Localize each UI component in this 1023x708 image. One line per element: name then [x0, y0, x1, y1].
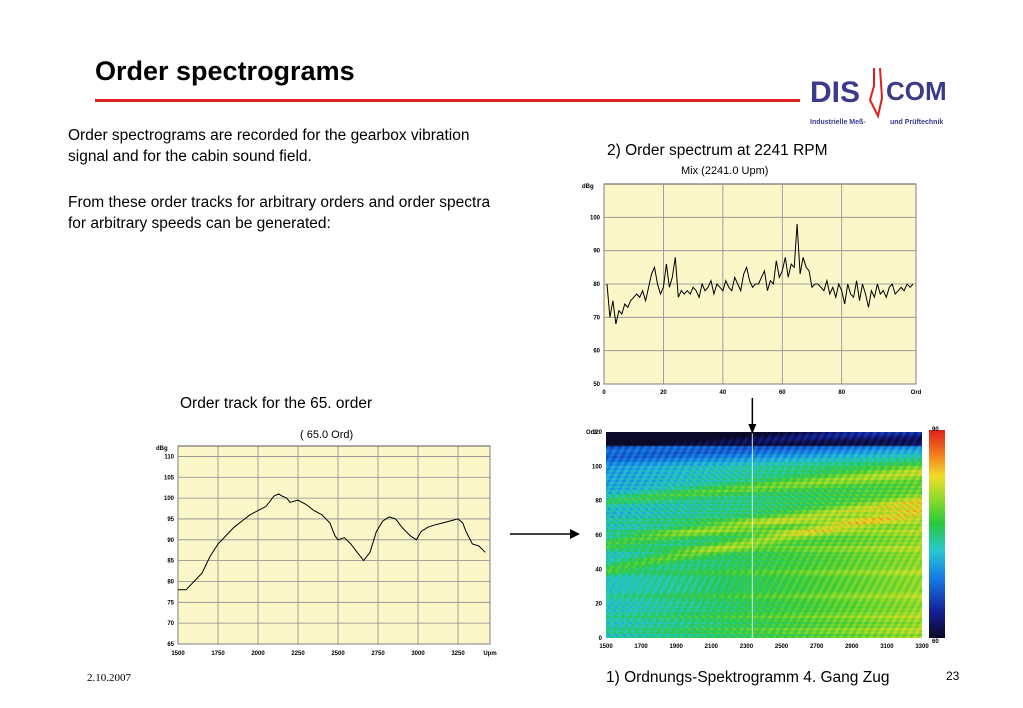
spectrogram-caption: 1) Ordnungs-Spektrogramm 4. Gang Zug [606, 669, 890, 686]
logo-right-text: COM [886, 76, 947, 106]
x-tick-label: 1500 [171, 651, 185, 657]
y-tick-label: 70 [593, 315, 600, 321]
y-tick-label: 100 [590, 215, 601, 221]
y-tick-label: 90 [167, 538, 174, 544]
order-spectrogram: Ord 0 20 40 60 80 100 120 1500 1700 1900 2100 2300… [586, 398, 945, 650]
logo-left-text: DIS [810, 76, 860, 109]
order-spectrum-caption: 2) Order spectrum at 2241 RPM [607, 142, 828, 159]
x-tick-label: 2300 [740, 644, 754, 650]
y-tick-label: 100 [592, 464, 603, 470]
x-tick-label: Ord [911, 390, 922, 396]
y-tick-label: 75 [167, 600, 174, 606]
x-tick-label: 3300 [915, 644, 929, 650]
x-tick-label: 2000 [251, 651, 265, 657]
plot-area [177, 445, 491, 645]
y-tick-label: 85 [167, 559, 174, 565]
x-tick-label: 1500 [599, 644, 613, 650]
y-axis-unit-label: Ord [586, 430, 597, 436]
grid-lines [603, 184, 917, 385]
title-underline [95, 99, 800, 102]
x-tick-label: 2500 [775, 644, 789, 650]
y-tick-label: 65 [167, 642, 174, 648]
x-tick-labels: 1500 1750 2000 2250 2500 2750 3000 3250 Upm [171, 651, 496, 657]
y-tick-label: 60 [595, 533, 602, 539]
spectrum-line [606, 223, 914, 325]
y-tick-label: 80 [595, 499, 602, 505]
y-tick-label: 80 [593, 282, 600, 288]
x-tick-label: 1900 [670, 644, 684, 650]
discom-logo: DIS COM Industrielle Meß- und Prüftechni… [810, 67, 947, 126]
x-tick-label: 40 [720, 390, 727, 396]
page-title: Order spectrograms [95, 56, 355, 86]
x-tick-label: 80 [838, 390, 845, 396]
spectrogram-heatmap [606, 432, 922, 638]
colorbar-min-label: 60 [932, 639, 939, 645]
y-tick-label: 50 [593, 382, 600, 388]
x-tick-label: 3250 [451, 651, 465, 657]
y-tick-label: 0 [599, 636, 603, 642]
cursor-arrow [748, 398, 757, 434]
x-tick-label: 2700 [810, 644, 824, 650]
x-tick-label: 2250 [291, 651, 305, 657]
page-number: 23 [946, 669, 960, 683]
y-tick-label: 80 [167, 579, 174, 585]
y-tick-label: 120 [592, 430, 603, 436]
colorbar [929, 430, 945, 638]
y-tick-label: 70 [167, 621, 174, 627]
y-tick-label: 100 [164, 496, 175, 502]
y-axis-label: dBg [156, 446, 168, 452]
intro-paragraph: Order spectrograms are recorded for the … [68, 127, 470, 165]
logo-tagline-right: und Prüftechnik [890, 119, 943, 126]
order-spectrum-chart: Mix (2241.0 Upm) dBg 50 60 70 80 90 100 0 20 40… [582, 165, 922, 396]
x-tick-label: 60 [779, 390, 786, 396]
y-tick-label: 95 [167, 517, 174, 523]
chart-title: Mix (2241.0 Upm) [681, 165, 768, 177]
y-tick-label: 20 [595, 602, 602, 608]
arrow-to-spectrogram [510, 529, 580, 539]
grid-lines [177, 446, 491, 645]
x-tick-label: 20 [660, 390, 667, 396]
x-tick-label: 2750 [371, 651, 385, 657]
y-tick-labels: 0 20 40 60 80 100 120 [592, 430, 603, 642]
x-tick-label: 2500 [331, 651, 345, 657]
x-tick-label: 2100 [705, 644, 719, 650]
footer-date: 2.10.2007 [87, 672, 131, 684]
x-tick-label: 1700 [634, 644, 648, 650]
x-tick-label: 0 [602, 390, 606, 396]
y-tick-label: 90 [593, 249, 600, 255]
logo-tagline-left: Industrielle Meß- [810, 119, 866, 126]
order-track-chart: ( 65.0 Ord) dBg 65707580859095100105110 … [156, 429, 497, 657]
x-tick-label: 3000 [411, 651, 425, 657]
y-tick-label: 110 [164, 454, 174, 460]
y-tick-label: 105 [164, 475, 175, 481]
logo-pulse-mark [868, 67, 884, 119]
x-tick-label: 1750 [211, 651, 225, 657]
chart-title: ( 65.0 Ord) [300, 429, 353, 441]
x-tick-labels: 0 20 40 60 80 Ord [602, 390, 921, 396]
x-tick-label: 2900 [845, 644, 859, 650]
order-track-caption: Order track for the 65. order [180, 395, 373, 412]
y-tick-label: 40 [595, 567, 602, 573]
x-tick-label: Upm [483, 651, 496, 657]
y-tick-labels: 65 70 75 80 85 90 95 100 105 110 [164, 454, 175, 648]
y-tick-label: 60 [593, 349, 600, 355]
x-tick-label: 3100 [880, 644, 894, 650]
y-tick-labels: 50 60 70 80 90 100 [590, 215, 601, 388]
y-axis-label: dBg [582, 184, 594, 190]
x-tick-labels: 1500 1700 1900 2100 2300 2500 2700 2900 3100 3300 [599, 644, 929, 650]
order-track-line [178, 493, 486, 591]
explanation-paragraph: From these order tracks for arbitrary or… [68, 194, 491, 232]
colorbar-max-label: 90 [932, 427, 939, 433]
